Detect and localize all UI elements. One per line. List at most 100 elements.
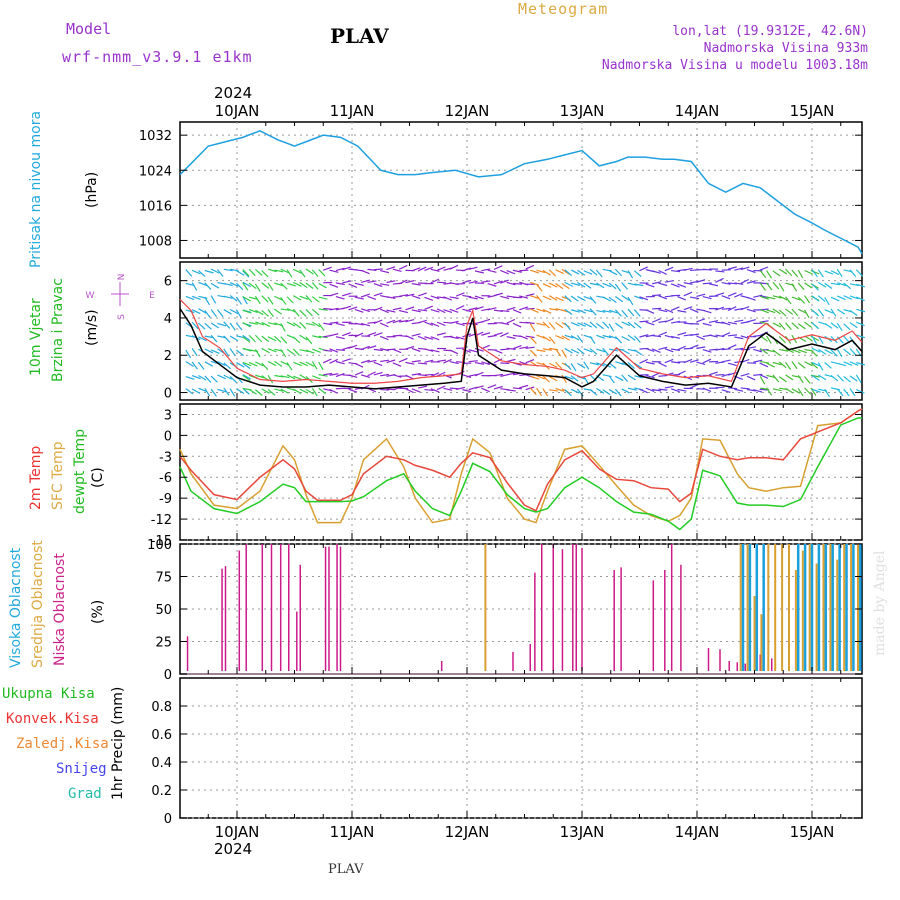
wind-arrow: [512, 322, 522, 328]
wind-arrow: [797, 362, 806, 369]
wind-arrow: [255, 309, 264, 316]
wind-arrow: [411, 294, 421, 300]
wind-arrow: [671, 361, 681, 364]
wind-arrow: [702, 358, 712, 364]
wind-arrow: [373, 361, 383, 367]
y-tick-label: 6: [164, 275, 172, 290]
wind-arrow: [804, 309, 810, 318]
wind-arrow: [493, 358, 503, 364]
wind-arrow: [468, 373, 478, 377]
wind-arrow: [836, 348, 843, 358]
wind-arrow: [849, 375, 858, 382]
wind-arrow: [493, 332, 503, 336]
wind-arrow: [564, 334, 574, 339]
wind-arrow: [367, 295, 377, 301]
wind-arrow: [449, 308, 459, 313]
wind-arrow: [651, 318, 661, 323]
wind-arrow: [529, 323, 536, 332]
bottom-station-label: PLAV: [328, 862, 364, 877]
wind-arrow: [386, 280, 396, 284]
wind-arrow: [506, 269, 516, 275]
wind-arrow: [639, 388, 649, 394]
y-tick-label: 1024: [139, 164, 172, 179]
wind-arrow: [658, 282, 668, 287]
wind-arrow: [602, 309, 612, 313]
wind-arrow: [778, 361, 787, 369]
wind-arrow: [210, 375, 218, 383]
wind-arrow: [335, 267, 345, 272]
wind-arrow: [677, 296, 687, 301]
wind-arrow: [542, 309, 552, 314]
wind-arrow: [255, 321, 265, 326]
wind-arrow: [373, 306, 383, 312]
wind-arrow: [323, 308, 333, 310]
wind-arrow: [342, 280, 352, 284]
wind-arrow: [542, 348, 552, 351]
year-label-top: 2024: [214, 84, 253, 102]
wind-arrow: [658, 388, 668, 391]
wind-arrow: [596, 387, 605, 394]
wind-arrow: [261, 295, 269, 303]
wind-arrow: [855, 269, 864, 277]
wind-arrow: [645, 283, 655, 288]
wind-arrow: [811, 283, 819, 291]
wind-arrow: [740, 278, 750, 284]
wind-arrow: [824, 270, 834, 275]
wind-arrow: [583, 296, 593, 301]
wind-arrow: [424, 266, 434, 271]
wind-arrow: [596, 309, 606, 313]
wind-arrow: [746, 308, 756, 313]
wind-arrow: [759, 348, 768, 355]
wind-arrow: [759, 270, 767, 279]
wind-arrow: [519, 306, 529, 311]
wind-arrow: [311, 308, 320, 316]
wind-arrow: [564, 375, 574, 380]
wind-arrow: [843, 295, 853, 300]
y-tick-label: 0.4: [151, 756, 172, 771]
wind-arrow: [664, 348, 674, 353]
wind-arrow: [261, 347, 270, 354]
wind-arrow: [791, 361, 798, 370]
wind-arrow: [299, 349, 309, 353]
wind-arrow: [474, 295, 484, 300]
wind-arrow: [293, 281, 302, 287]
wind-arrow: [797, 282, 805, 291]
year-label-bottom: 2024: [214, 840, 253, 858]
wind-arrow: [481, 387, 490, 393]
wind-arrow: [405, 345, 415, 350]
wind-arrow: [702, 387, 712, 392]
wind-arrow: [658, 309, 668, 313]
wind-arrow: [512, 282, 523, 285]
wind-arrow: [715, 306, 725, 311]
wind-arrow: [772, 308, 781, 315]
wind-arrow: [817, 295, 826, 303]
wind-arrow: [614, 322, 624, 329]
wind-arrow: [570, 295, 579, 302]
wind-arrow: [766, 335, 772, 344]
wind-arrow: [633, 322, 642, 329]
wind-arrow: [436, 385, 446, 391]
wind-arrow: [627, 270, 634, 279]
wind-arrow: [830, 349, 838, 357]
convective-rain-label: Konvek.Kisa: [6, 711, 99, 727]
wind-arrow: [229, 308, 239, 315]
wind-arrow: [323, 266, 332, 271]
wind-arrow: [229, 375, 238, 384]
wind-arrow: [506, 336, 516, 340]
wind-arrow: [210, 309, 217, 318]
wind-arrow: [342, 358, 351, 363]
wind-arrow: [759, 388, 769, 391]
wind-arrow: [424, 321, 434, 326]
wind-arrow: [191, 374, 201, 380]
y-tick-label: 1016: [139, 199, 172, 214]
wind-arrow: [548, 362, 558, 368]
wind-arrow: [335, 372, 345, 378]
wind-arrow: [449, 296, 459, 300]
wind-arrow: [689, 383, 699, 389]
elevation-label: Nadmorska Visina 933m: [703, 41, 868, 56]
wind-arrow: [342, 331, 351, 337]
wind-arrow: [474, 306, 484, 311]
wind-arrow: [615, 361, 625, 366]
wind-arrow: [248, 388, 257, 395]
